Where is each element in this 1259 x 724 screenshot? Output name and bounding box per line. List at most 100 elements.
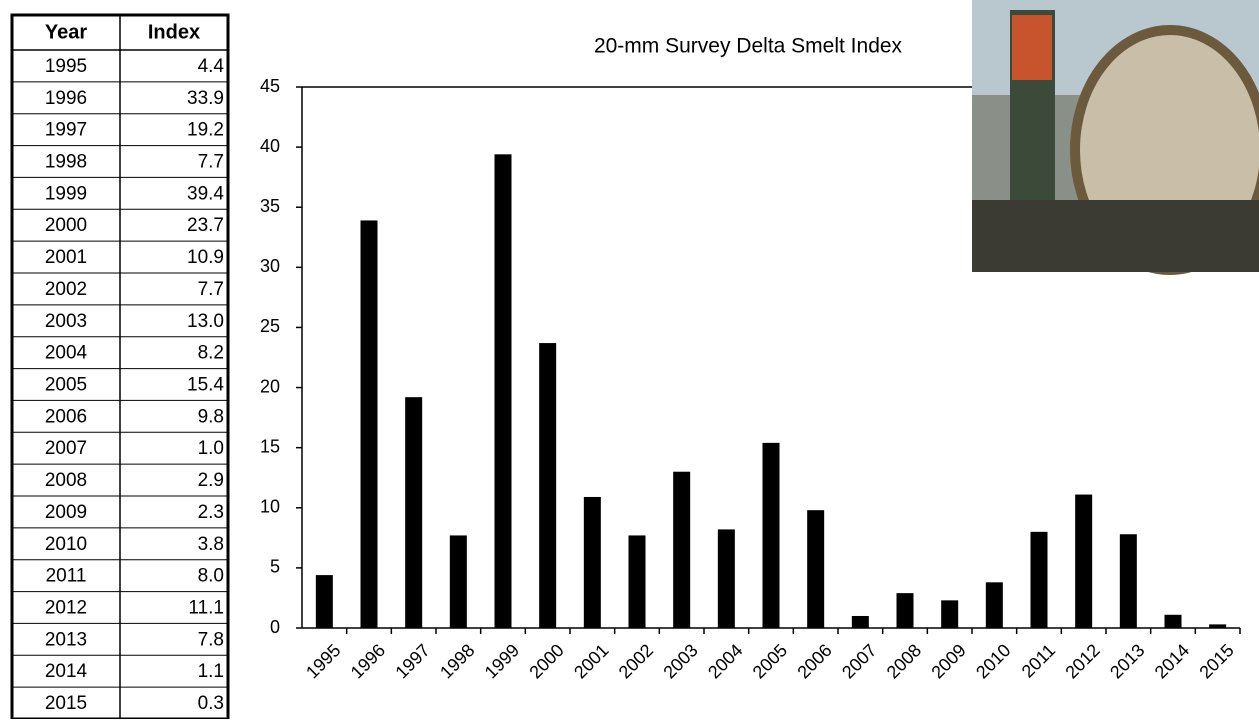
table-cell: 7.7 [198, 152, 224, 173]
y-tick-label: 20 [260, 376, 280, 396]
photo-vest [1012, 15, 1052, 80]
table-header: Year [45, 21, 87, 43]
bar [449, 535, 467, 628]
y-tick-label: 35 [260, 196, 280, 216]
table-cell: 2011 [46, 566, 87, 587]
x-tick-label: 1997 [391, 640, 433, 682]
y-tick-label: 0 [270, 617, 280, 637]
y-tick-label: 10 [260, 497, 280, 517]
table-cell: 8.0 [198, 566, 224, 587]
table-cell: 2.9 [198, 470, 224, 491]
bar [851, 615, 869, 628]
x-tick-label: 2014 [1151, 640, 1193, 682]
table-cell: 3.8 [198, 534, 224, 555]
x-tick-label: 2001 [570, 640, 612, 682]
y-tick-label: 25 [260, 316, 280, 336]
table-cell: 0.3 [198, 693, 224, 714]
table-cell: 4.4 [198, 56, 225, 77]
table-cell: 2014 [45, 661, 88, 682]
bar [717, 529, 735, 628]
table-cell: 23.7 [187, 215, 224, 236]
x-tick-label: 2011 [1018, 640, 1060, 682]
table-cell: 7.8 [198, 629, 224, 650]
x-tick-label: 2012 [1061, 640, 1103, 682]
table-cell: 1998 [45, 152, 87, 173]
bar [1119, 534, 1137, 628]
x-tick-label: 2006 [793, 640, 835, 682]
table-cell: 2009 [45, 502, 87, 523]
x-tick-label: 2013 [1106, 640, 1148, 682]
table-cell: 19.2 [187, 120, 224, 141]
table-cell: 2012 [45, 598, 87, 619]
x-tick-label: 2015 [1195, 640, 1237, 682]
table-cell: 15.4 [187, 375, 224, 396]
table-cell: 2008 [45, 470, 87, 491]
bar [1209, 624, 1227, 628]
table-cell: 2007 [45, 438, 87, 459]
bar [673, 471, 691, 628]
table-cell: 1995 [45, 56, 87, 77]
bar [539, 343, 557, 628]
table-cell: 13.0 [187, 311, 224, 332]
table-cell: 39.4 [187, 183, 224, 204]
bar [1164, 614, 1182, 628]
table-header: Index [148, 21, 200, 43]
x-tick-label: 1996 [347, 640, 389, 682]
x-tick-label: 2000 [525, 640, 567, 682]
x-tick-label: 1999 [481, 640, 523, 682]
y-tick-label: 45 [260, 76, 280, 96]
table-cell: 7.7 [198, 279, 224, 300]
table-cell: 1999 [45, 183, 87, 204]
chart-title: 20-mm Survey Delta Smelt Index [594, 35, 903, 58]
table-cell: 2.3 [198, 502, 224, 523]
bar [583, 496, 601, 628]
table-cell: 2003 [45, 311, 87, 332]
table-cell: 2013 [45, 629, 87, 650]
x-tick-label: 2008 [883, 640, 925, 682]
y-tick-label: 5 [270, 557, 280, 577]
x-tick-label: 2005 [749, 640, 791, 682]
bar [941, 600, 959, 628]
bar [1030, 531, 1048, 628]
table-cell: 2005 [45, 375, 87, 396]
x-tick-label: 2003 [659, 640, 701, 682]
x-tick-label: 2002 [615, 640, 657, 682]
table-cell: 8.2 [198, 343, 224, 364]
bar [494, 154, 512, 628]
bar [1075, 494, 1093, 628]
x-tick-label: 2009 [927, 640, 969, 682]
x-tick-label: 2004 [704, 640, 746, 682]
x-tick-label: 2007 [838, 640, 880, 682]
photo-deck [972, 200, 1259, 272]
table-cell: 1997 [45, 120, 87, 141]
bar [405, 397, 423, 628]
x-tick-label: 1998 [436, 640, 478, 682]
y-tick-label: 30 [260, 256, 280, 276]
bar [807, 510, 825, 628]
table-cell: 1.1 [198, 661, 224, 682]
bar [985, 582, 1003, 628]
table-cell: 2006 [45, 406, 87, 427]
bar [315, 575, 333, 628]
bar [360, 220, 378, 629]
bar [628, 535, 646, 628]
table-cell: 2001 [45, 247, 87, 268]
bar [762, 442, 780, 628]
table-cell: 10.9 [187, 247, 224, 268]
table-cell: 2004 [45, 343, 88, 364]
table-cell: 2002 [45, 279, 87, 300]
table-cell: 2000 [45, 215, 87, 236]
table-cell: 1.0 [198, 438, 224, 459]
table-cell: 9.8 [198, 406, 224, 427]
table-cell: 2010 [45, 534, 87, 555]
y-tick-label: 15 [260, 436, 280, 456]
bar [896, 593, 914, 628]
x-tick-label: 1995 [302, 640, 344, 682]
table-cell: 11.1 [188, 598, 224, 619]
x-tick-label: 2010 [972, 640, 1014, 682]
table-cell: 2015 [45, 693, 87, 714]
table-cell: 1996 [45, 88, 87, 109]
table-cell: 33.9 [187, 88, 224, 109]
